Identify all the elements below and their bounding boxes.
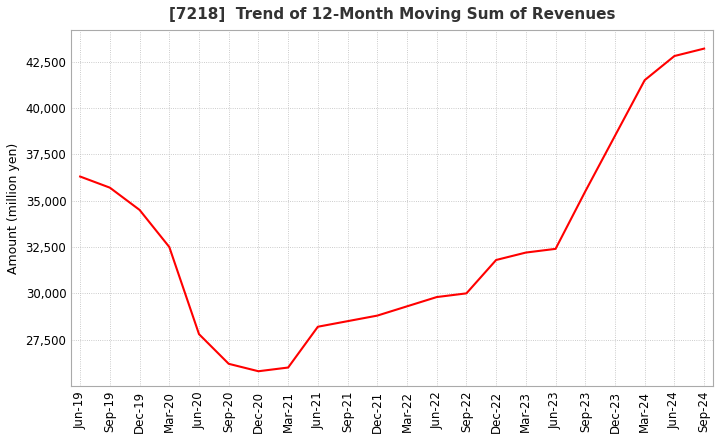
Y-axis label: Amount (million yen): Amount (million yen)	[7, 143, 20, 274]
Title: [7218]  Trend of 12-Month Moving Sum of Revenues: [7218] Trend of 12-Month Moving Sum of R…	[169, 7, 616, 22]
